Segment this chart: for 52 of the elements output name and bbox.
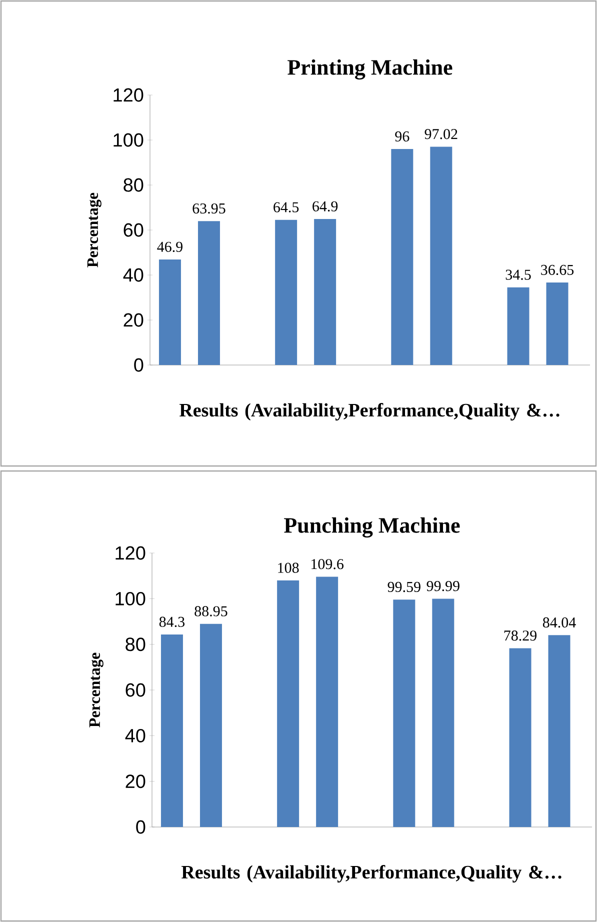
- y-axis-title: Percentage: [87, 192, 102, 268]
- data-label: 99.59: [388, 582, 420, 592]
- chart-title: Printing Machine: [288, 59, 452, 80]
- bar: [430, 146, 452, 366]
- bar: [393, 600, 416, 828]
- data-label: 99.99: [426, 581, 460, 592]
- y-tick-label: 100: [116, 592, 146, 606]
- chart-title: Punching Machine: [284, 517, 460, 538]
- bar: [316, 576, 338, 828]
- data-label: 84.04: [542, 617, 576, 628]
- bar: [275, 220, 298, 366]
- bar: [200, 624, 222, 828]
- y-tick-label: 40: [123, 268, 144, 282]
- data-label: 63.95: [192, 203, 226, 214]
- data-label: 46.9: [157, 242, 182, 252]
- data-label: 97.02: [424, 128, 458, 140]
- x-axis-title: Results (Availability,Performance,Quality &…: [181, 865, 562, 883]
- bar: [507, 287, 530, 366]
- bar: [198, 221, 220, 366]
- y-tick-label: 0: [136, 820, 146, 834]
- y-axis-title: Percentage: [89, 652, 104, 728]
- data-label: 108: [278, 562, 299, 573]
- bar: [548, 635, 570, 828]
- y-tick-label: 40: [125, 728, 146, 742]
- bar: [314, 218, 336, 366]
- y-tick-label: 100: [114, 133, 144, 147]
- y-tick-label: 60: [124, 223, 144, 237]
- y-tick-label: 80: [124, 178, 144, 192]
- bar: [509, 648, 532, 828]
- y-tick-label: 60: [126, 683, 146, 697]
- data-label: 96: [395, 131, 410, 142]
- bar: [160, 634, 183, 828]
- y-tick-label: 20: [124, 313, 144, 327]
- y-tick-label: 80: [126, 638, 146, 652]
- bar: [546, 282, 568, 366]
- data-label: 78.29: [504, 630, 537, 641]
- bar: [432, 598, 454, 828]
- data-label: 64.9: [312, 201, 338, 212]
- bar: [391, 149, 414, 366]
- data-label: 36.65: [541, 264, 574, 276]
- data-label: 109.6: [312, 559, 344, 570]
- y-tick-label: 20: [126, 774, 146, 788]
- data-label: 64.5: [274, 202, 299, 212]
- data-label: 34.5: [506, 270, 531, 280]
- y-tick-label: 0: [134, 358, 144, 372]
- bar: [277, 580, 300, 828]
- data-label: 88.95: [194, 606, 228, 616]
- bar: [158, 259, 181, 366]
- data-label: 84.3: [159, 616, 185, 627]
- y-tick-label: 120: [114, 88, 144, 102]
- x-axis-title: Results (Availability,Performance,Quality &…: [179, 403, 560, 421]
- y-tick-label: 120: [116, 546, 146, 560]
